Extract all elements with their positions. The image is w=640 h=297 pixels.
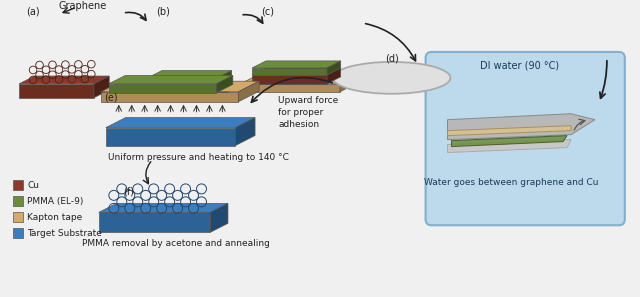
FancyBboxPatch shape	[13, 212, 23, 222]
Polygon shape	[101, 81, 259, 92]
Polygon shape	[252, 68, 327, 75]
Polygon shape	[148, 78, 218, 87]
Polygon shape	[101, 92, 238, 102]
Polygon shape	[240, 84, 340, 92]
Polygon shape	[340, 75, 356, 92]
Polygon shape	[447, 140, 571, 153]
Text: (f): (f)	[124, 187, 134, 196]
Polygon shape	[327, 68, 340, 84]
Polygon shape	[109, 75, 233, 84]
Polygon shape	[148, 80, 232, 87]
Polygon shape	[148, 87, 218, 98]
Polygon shape	[327, 61, 340, 75]
FancyBboxPatch shape	[13, 196, 23, 206]
Polygon shape	[218, 71, 232, 87]
Polygon shape	[238, 81, 259, 102]
Text: PMMA (EL-9): PMMA (EL-9)	[27, 197, 83, 206]
Polygon shape	[252, 75, 327, 84]
Text: Water goes between graphene and Cu: Water goes between graphene and Cu	[424, 178, 598, 187]
Text: Target Substrate: Target Substrate	[27, 229, 102, 238]
Text: (b): (b)	[156, 6, 170, 16]
Polygon shape	[106, 128, 236, 146]
Polygon shape	[236, 118, 255, 146]
Polygon shape	[106, 118, 255, 128]
Polygon shape	[19, 76, 109, 84]
Polygon shape	[99, 212, 211, 232]
Text: DI water (90 °C): DI water (90 °C)	[479, 61, 559, 71]
Polygon shape	[252, 68, 340, 75]
FancyBboxPatch shape	[13, 228, 23, 238]
Polygon shape	[211, 203, 228, 232]
Polygon shape	[218, 80, 232, 98]
Polygon shape	[252, 61, 340, 68]
Text: (a): (a)	[26, 6, 40, 16]
Polygon shape	[447, 126, 571, 136]
Text: (c): (c)	[260, 6, 274, 16]
Text: Kapton tape: Kapton tape	[27, 213, 83, 222]
Text: Graphene: Graphene	[59, 1, 107, 11]
Text: Cu: Cu	[27, 181, 39, 190]
Text: PMMA removal by acetone and annealing: PMMA removal by acetone and annealing	[82, 239, 269, 248]
Ellipse shape	[333, 62, 451, 94]
Polygon shape	[451, 136, 567, 147]
Text: Upward force
for proper
adhesion: Upward force for proper adhesion	[278, 97, 339, 129]
Polygon shape	[94, 76, 109, 98]
Polygon shape	[109, 84, 216, 93]
Text: (d): (d)	[385, 54, 399, 64]
Polygon shape	[240, 75, 356, 84]
FancyBboxPatch shape	[13, 181, 23, 190]
Polygon shape	[19, 84, 94, 98]
Polygon shape	[447, 114, 595, 140]
FancyBboxPatch shape	[426, 52, 625, 225]
Polygon shape	[216, 75, 233, 93]
Text: Uniform pressure and heating to 140 °C: Uniform pressure and heating to 140 °C	[108, 153, 289, 162]
Text: (e): (e)	[104, 93, 118, 103]
Polygon shape	[99, 203, 228, 212]
Polygon shape	[148, 71, 232, 78]
